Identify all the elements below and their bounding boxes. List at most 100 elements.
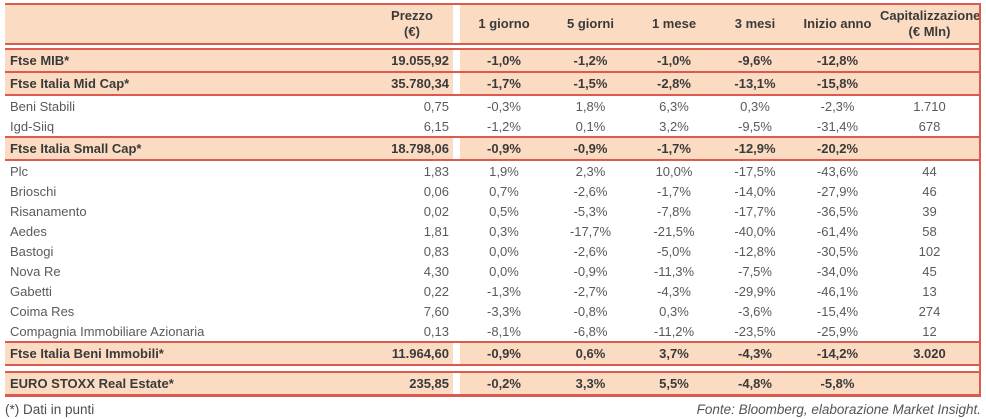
cell-one-month: -11,2% [653,323,695,339]
row-divider [5,341,979,343]
cell-ytd: -14,2% [816,346,859,361]
stock-row: Beni Stabili 0,75 -0,3% 1,8% 6,3% 0,3% -2,3% 1.… [5,96,979,116]
cell-one-day: -1,3% [487,283,521,299]
cell-three-months: -9,5% [738,118,772,134]
cell-three-months: -12,8% [734,243,776,259]
index-row: Ftse Italia Beni Immobili* 11.964,60 -0,9%… [5,343,979,364]
cell-name: Coima Res [10,303,75,319]
cell-one-day: 0,0% [489,263,519,279]
cell-one-month: 5,5% [659,376,689,391]
cell-one-day: -1,2% [487,118,521,134]
cell-five-days: -0,8% [573,303,608,319]
cell-five-days: -0,9% [573,263,608,279]
cell-one-day: -8,1% [487,323,521,339]
cell-five-days: -2,6% [573,243,608,259]
header-one-month: 1 mese [651,16,697,32]
cell-prezzo: 7,60 [423,303,449,319]
cell-one-month: 6,3% [659,98,689,114]
cell-ytd: -31,4% [816,118,859,134]
row-divider [5,94,979,96]
cell-name: Bastogi [10,243,54,259]
index-row: Ftse MIB* 19.055,92 -1,0% -1,2% -1,0% -9,6% -1… [5,50,979,71]
cell-one-month: -4,3% [657,283,691,299]
cell-three-months: -13,1% [734,76,776,91]
cell-five-days: 2,3% [575,163,606,179]
table-top-border [5,3,979,5]
header-five-days: 5 giorni [567,16,614,32]
column-gap [453,50,460,71]
stock-row: Plc 1,83 1,9% 2,3% 10,0% -17,5% -43,6% 44 [5,161,979,181]
stock-row: Brioschi 0,06 0,7% -2,6% -1,7% -14,0% -27,9% 46 [5,181,979,201]
cell-one-day: -1,0% [487,53,521,68]
cell-name: Risanamento [10,203,87,219]
cell-cap: 46 [922,183,937,199]
cell-prezzo: 18.798,06 [391,141,449,156]
cell-five-days: 0,1% [575,118,606,134]
cell-three-months: -3,6% [738,303,772,319]
cell-prezzo: 0,02 [423,203,449,219]
column-gap [453,221,460,241]
source-credit: Fonte: Bloomberg, elaborazione Market In… [696,402,981,417]
cell-one-month: -2,8% [657,76,691,91]
cell-name: Ftse Italia Beni Immobili* [10,346,164,361]
cell-one-month: -11,3% [653,263,695,279]
cell-three-months: -7,5% [738,263,772,279]
cell-one-day: -0,9% [487,346,521,361]
column-gap [453,301,460,321]
cell-ytd: -15,8% [816,76,859,91]
cell-one-month: -21,5% [653,223,695,239]
cell-prezzo: 11.964,60 [391,346,449,361]
cell-prezzo: 19.055,92 [391,53,449,68]
cell-ytd: -36,5% [816,203,859,219]
cell-cap: 45 [922,263,937,279]
cell-name: Igd-Siiq [10,118,55,134]
cell-prezzo: 0,22 [423,283,449,299]
cell-one-month: -7,8% [657,203,691,219]
column-gap [453,73,460,94]
cell-name: Aedes [10,223,47,239]
header-prezzo-line2: (€) [404,24,420,39]
cell-prezzo: 0,06 [423,183,449,199]
column-gap [453,201,460,221]
cell-three-months: -4,3% [738,346,772,361]
cell-one-day: 0,0% [489,243,519,259]
cell-one-day: 0,5% [489,203,519,219]
column-gap [453,281,460,301]
price-table: Prezzo (€) 1 giorno 5 giorni 1 mese 3 me… [5,3,981,397]
cell-prezzo: 35.780,34 [391,76,449,91]
cell-three-months: -4,8% [738,376,772,391]
cell-one-month: -5,0% [657,243,691,259]
cell-ytd: -27,9% [816,183,859,199]
cell-five-days: 1,8% [575,98,606,114]
cell-name: Ftse MIB* [10,53,70,68]
column-gap [453,321,460,341]
cell-one-day: -1,7% [487,76,521,91]
cell-cap: 274 [918,303,941,319]
cell-three-months: -12,9% [734,141,776,156]
cell-three-months: -29,9% [734,283,776,299]
cell-one-month: 0,3% [659,303,689,319]
row-divider [5,159,979,161]
header-prezzo-line1: Prezzo [391,8,433,24]
cell-one-day: -3,3% [487,303,521,319]
cell-name: Gabetti [10,283,52,299]
column-gap [453,373,460,394]
cell-cap: 44 [922,163,937,179]
index-row: Ftse Italia Mid Cap* 35.780,34 -1,7% -1,5% -… [5,73,979,94]
cell-name: Plc [10,163,29,179]
cell-one-month: 3,7% [659,346,689,361]
cell-five-days: -1,5% [573,76,608,91]
header-column-gap [453,5,460,43]
cell-five-days: -0,9% [573,141,608,156]
cell-cap: 39 [922,203,937,219]
cell-one-month: -1,0% [657,53,691,68]
column-gap [453,241,460,261]
row-divider [5,136,979,138]
cell-ytd: -61,4% [816,223,859,239]
stock-row: Igd-Siiq 6,15 -1,2% 0,1% 3,2% -9,5% -31,4% 678 [5,116,979,136]
cell-one-month: 10,0% [655,163,693,179]
row-divider [5,71,979,73]
cell-three-months: -9,6% [738,53,772,68]
cell-one-month: -1,7% [657,141,691,156]
cell-ytd: -46,1% [816,283,859,299]
